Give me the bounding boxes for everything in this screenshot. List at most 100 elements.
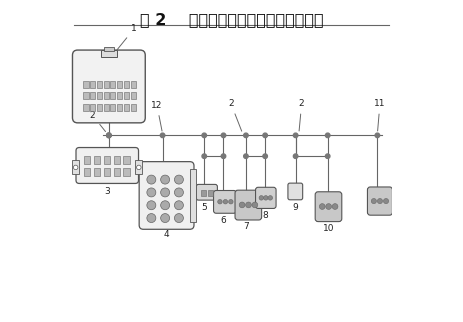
- Circle shape: [263, 133, 268, 137]
- Circle shape: [160, 133, 165, 137]
- Bar: [131, 81, 136, 88]
- Circle shape: [147, 201, 156, 210]
- Bar: [104, 156, 110, 164]
- Bar: [110, 104, 115, 111]
- FancyBboxPatch shape: [288, 183, 303, 200]
- Text: 10: 10: [323, 224, 334, 233]
- Text: 6: 6: [220, 216, 226, 225]
- Bar: [90, 92, 95, 99]
- Bar: [104, 92, 109, 99]
- Circle shape: [239, 202, 245, 208]
- Circle shape: [175, 175, 183, 184]
- Text: 8: 8: [262, 211, 268, 220]
- Text: 1: 1: [117, 24, 137, 50]
- Text: 9: 9: [293, 203, 299, 212]
- Bar: [84, 168, 90, 176]
- Circle shape: [106, 133, 111, 137]
- Circle shape: [383, 198, 388, 204]
- Circle shape: [263, 196, 268, 200]
- Bar: [90, 81, 95, 88]
- Bar: [124, 168, 130, 176]
- Bar: [135, 160, 142, 175]
- Circle shape: [147, 188, 156, 197]
- Circle shape: [332, 204, 338, 209]
- Circle shape: [326, 204, 332, 209]
- Text: 11: 11: [374, 99, 386, 131]
- Bar: [72, 160, 79, 175]
- Bar: [113, 168, 120, 176]
- Circle shape: [325, 154, 330, 158]
- Circle shape: [147, 175, 156, 184]
- Circle shape: [244, 154, 248, 158]
- Text: 7: 7: [243, 222, 249, 231]
- Bar: [97, 81, 102, 88]
- Circle shape: [74, 165, 78, 170]
- Text: 4: 4: [164, 230, 169, 239]
- Circle shape: [259, 196, 263, 200]
- Circle shape: [223, 199, 228, 204]
- Bar: [117, 92, 122, 99]
- Bar: [104, 104, 109, 111]
- Circle shape: [221, 154, 226, 158]
- Text: 3: 3: [104, 187, 110, 196]
- Bar: [104, 168, 110, 176]
- Bar: [94, 168, 100, 176]
- Text: 2: 2: [228, 99, 242, 131]
- FancyBboxPatch shape: [76, 147, 138, 184]
- Circle shape: [161, 201, 169, 210]
- Bar: [83, 81, 88, 88]
- Bar: [101, 50, 117, 57]
- Bar: [104, 47, 114, 51]
- Bar: [97, 92, 102, 99]
- FancyBboxPatch shape: [256, 187, 276, 208]
- Circle shape: [263, 154, 268, 158]
- Bar: [124, 104, 129, 111]
- Bar: [90, 104, 95, 111]
- FancyBboxPatch shape: [139, 162, 194, 229]
- Bar: [201, 190, 206, 196]
- Text: 图 2    电机汽车低压动力控制线束总成: 图 2 电机汽车低压动力控制线束总成: [140, 12, 323, 27]
- Circle shape: [106, 133, 111, 137]
- FancyBboxPatch shape: [368, 187, 393, 215]
- Bar: [83, 104, 88, 111]
- Bar: [117, 104, 122, 111]
- Bar: [124, 81, 129, 88]
- Bar: [131, 104, 136, 111]
- Circle shape: [161, 188, 169, 197]
- Circle shape: [294, 154, 298, 158]
- Circle shape: [244, 133, 248, 137]
- Text: 12: 12: [151, 101, 163, 131]
- FancyBboxPatch shape: [213, 191, 236, 213]
- Bar: [117, 81, 122, 88]
- Bar: [124, 156, 130, 164]
- Bar: [208, 190, 213, 196]
- Circle shape: [202, 154, 206, 158]
- Circle shape: [245, 202, 251, 208]
- Circle shape: [161, 175, 169, 184]
- Text: 5: 5: [201, 203, 207, 212]
- Bar: [110, 92, 115, 99]
- Text: 2: 2: [90, 111, 106, 132]
- Circle shape: [175, 201, 183, 210]
- Text: 2: 2: [299, 99, 305, 131]
- Bar: [110, 81, 115, 88]
- Bar: [94, 156, 100, 164]
- Circle shape: [202, 133, 206, 137]
- Circle shape: [137, 165, 141, 170]
- Circle shape: [377, 198, 382, 204]
- Circle shape: [175, 188, 183, 197]
- FancyBboxPatch shape: [73, 50, 145, 123]
- FancyBboxPatch shape: [235, 190, 262, 220]
- Circle shape: [371, 198, 376, 204]
- Circle shape: [221, 133, 226, 137]
- Bar: [97, 104, 102, 111]
- Bar: [124, 92, 129, 99]
- Circle shape: [375, 133, 380, 137]
- Circle shape: [268, 196, 273, 200]
- Circle shape: [161, 213, 169, 223]
- Circle shape: [229, 199, 233, 204]
- FancyBboxPatch shape: [315, 192, 342, 222]
- FancyBboxPatch shape: [196, 185, 218, 200]
- Circle shape: [106, 133, 111, 137]
- Bar: [104, 81, 109, 88]
